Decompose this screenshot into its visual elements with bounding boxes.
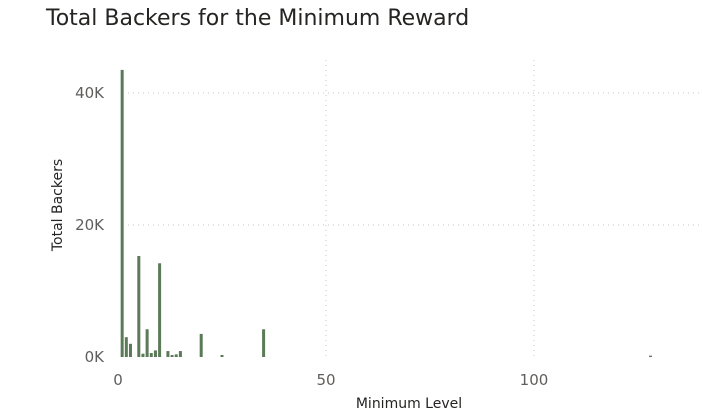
bar[interactable] bbox=[220, 355, 224, 357]
bar[interactable] bbox=[174, 354, 178, 357]
bar[interactable] bbox=[149, 353, 153, 357]
bar[interactable] bbox=[124, 337, 128, 357]
bar[interactable] bbox=[166, 351, 170, 357]
bars bbox=[120, 69, 652, 358]
bar[interactable] bbox=[262, 329, 266, 357]
bar[interactable] bbox=[128, 343, 132, 357]
x-axis-title: Minimum Level bbox=[356, 396, 462, 412]
tick-labels: 0K 20K 40K 0 50 100 bbox=[75, 84, 548, 389]
gridlines bbox=[128, 60, 700, 357]
bar[interactable] bbox=[137, 256, 141, 357]
bar[interactable] bbox=[648, 355, 652, 357]
bar[interactable] bbox=[158, 263, 162, 357]
y-tick-label: 20K bbox=[75, 216, 105, 234]
bar[interactable] bbox=[141, 353, 145, 357]
y-tick-label: 40K bbox=[75, 84, 105, 102]
bar[interactable] bbox=[199, 333, 203, 357]
bar[interactable] bbox=[145, 329, 149, 357]
y-tick-label: 0K bbox=[85, 348, 106, 366]
x-tick-label: 0 bbox=[113, 371, 123, 389]
bar[interactable] bbox=[153, 350, 157, 357]
bar[interactable] bbox=[170, 355, 174, 357]
x-tick-label: 100 bbox=[520, 371, 549, 389]
chart-title: Total Backers for the Minimum Reward bbox=[46, 6, 470, 31]
y-axis-title: Total Backers bbox=[50, 159, 66, 252]
bar[interactable] bbox=[120, 69, 124, 358]
bar[interactable] bbox=[178, 351, 182, 357]
x-tick-label: 50 bbox=[316, 371, 335, 389]
